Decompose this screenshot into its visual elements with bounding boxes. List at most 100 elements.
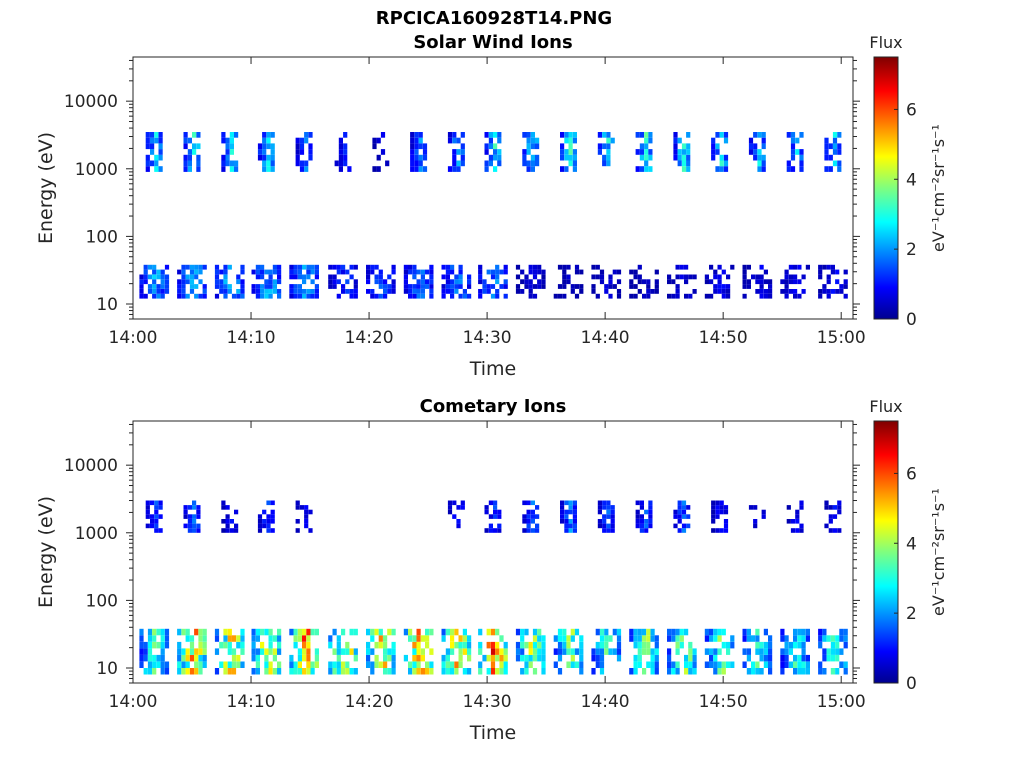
flux-cell	[445, 668, 450, 675]
flux-cell	[671, 279, 676, 285]
flux-cell	[308, 528, 313, 533]
flux-cell	[541, 641, 546, 649]
flux-cell	[441, 635, 446, 642]
flux-cell	[143, 648, 148, 655]
flux-cell	[181, 628, 186, 636]
flux-cell	[530, 514, 535, 519]
flux-cell	[793, 635, 798, 642]
flux-cell	[150, 137, 155, 144]
flux-cell	[606, 137, 611, 144]
flux-cell	[160, 284, 165, 289]
flux-cell	[454, 279, 459, 285]
flux-cell	[458, 648, 463, 655]
flux-cell	[154, 519, 159, 524]
flux-cell	[341, 264, 346, 270]
flux-cell	[709, 661, 714, 668]
flux-cell	[328, 635, 333, 642]
flux-cell	[677, 154, 682, 161]
flux-cell	[185, 264, 190, 270]
flux-cell	[260, 284, 265, 289]
flux-cell	[568, 523, 573, 529]
flux-cell	[597, 519, 602, 524]
flux-cell	[715, 166, 720, 172]
flux-cell	[152, 293, 157, 299]
flux-cell	[299, 166, 305, 172]
flux-cell	[495, 641, 500, 649]
flux-cell	[503, 293, 508, 299]
flux-cell	[826, 289, 831, 294]
flux-cell	[139, 628, 144, 636]
flux-cell	[236, 654, 241, 662]
flux-cell	[293, 289, 298, 294]
flux-cell	[793, 628, 798, 636]
flux-cell	[784, 269, 789, 275]
flux-cell	[277, 635, 282, 642]
flux-cell	[635, 514, 640, 519]
flux-cell	[713, 284, 718, 289]
flux-cell	[420, 289, 425, 294]
flux-cell	[270, 528, 275, 533]
flux-cell	[310, 269, 315, 275]
flux-cell	[231, 654, 237, 662]
flux-cell	[198, 269, 203, 275]
flux-cell	[843, 661, 848, 668]
flux-cell	[295, 500, 300, 506]
flux-cell	[164, 289, 170, 294]
flux-cell	[387, 628, 392, 636]
flux-cell	[711, 154, 716, 161]
flux-cell	[490, 661, 496, 668]
flux-cell	[462, 635, 467, 642]
flux-cell	[447, 500, 453, 506]
x-tick-label: 14:20	[345, 328, 394, 348]
flux-cell	[467, 668, 472, 675]
flux-cell	[557, 654, 563, 662]
y-tick-label: 10000	[64, 92, 118, 112]
flux-cell	[450, 279, 455, 285]
flux-cell	[221, 137, 226, 144]
flux-cell	[403, 269, 408, 275]
flux-cell	[675, 264, 680, 270]
flux-cell	[717, 274, 722, 280]
flux-cell	[717, 289, 722, 294]
flux-cell	[229, 143, 234, 150]
flux-cell	[799, 500, 804, 506]
flux-cell	[198, 279, 203, 285]
flux-cell	[425, 628, 430, 636]
flux-cell	[225, 149, 230, 155]
flux-cell	[194, 274, 199, 280]
flux-cell	[801, 668, 806, 675]
flux-cell	[801, 654, 806, 662]
flux-cell	[416, 269, 421, 275]
flux-cell	[730, 641, 735, 649]
flux-cell	[616, 289, 622, 294]
flux-cell	[759, 279, 764, 285]
flux-cell	[422, 143, 428, 150]
flux-cell	[616, 635, 622, 642]
flux-cell	[270, 143, 275, 150]
flux-cell	[412, 274, 417, 280]
flux-cell	[572, 137, 577, 144]
flux-cell	[768, 668, 773, 675]
flux-cell	[347, 166, 352, 172]
flux-cell	[499, 648, 504, 655]
flux-cell	[306, 289, 311, 294]
flux-cell	[332, 264, 337, 270]
flux-cell	[223, 269, 228, 275]
flux-cell	[145, 166, 150, 172]
flux-cell	[679, 264, 684, 270]
flux-cell	[579, 654, 584, 662]
flux-cell	[185, 654, 190, 662]
flux-cell	[746, 668, 751, 675]
flux-cell	[488, 160, 493, 167]
flux-cell	[818, 274, 823, 280]
flux-cell	[240, 269, 245, 275]
flux-cell	[181, 661, 186, 668]
flux-cell	[380, 149, 386, 155]
flux-cell	[268, 293, 273, 299]
flux-cell	[686, 149, 691, 155]
flux-cell	[564, 166, 569, 172]
flux-cell	[688, 661, 693, 668]
flux-cell	[262, 519, 267, 524]
flux-cell	[711, 500, 716, 506]
flux-cell	[515, 641, 521, 649]
